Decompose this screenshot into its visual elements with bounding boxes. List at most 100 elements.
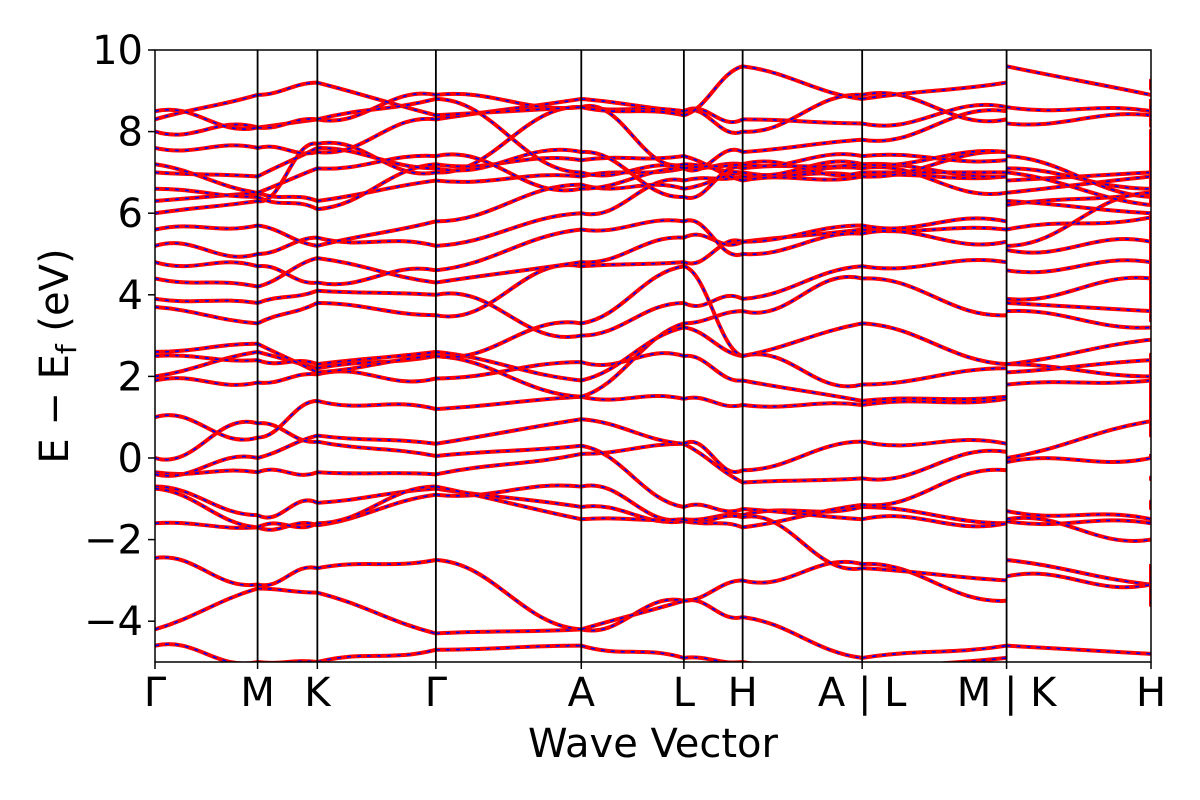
band-curve-dashed [155, 224, 258, 231]
band-curve [742, 660, 756, 662]
x-tick-label: Γ [144, 670, 167, 716]
band-curve-dashed [257, 147, 318, 178]
x-tick-label: A | L [818, 670, 907, 716]
band-curve-dashed [683, 295, 744, 307]
band-curve-dashed [435, 98, 582, 174]
band-curve-dashed [155, 144, 258, 152]
band-curve-dashed [317, 220, 437, 247]
band-curve-dashed [155, 556, 258, 586]
band-curve-dashed [155, 351, 258, 378]
x-tick-label: M | K [957, 670, 1058, 716]
band-curve-dashed [581, 322, 685, 398]
band-curve-dashed [862, 277, 1007, 317]
band-curve-dashed [683, 107, 744, 123]
band-curve-dashed [1006, 457, 1151, 463]
band-curve [435, 291, 582, 340]
band-curve [435, 349, 582, 383]
band-curve-dashed [581, 326, 685, 382]
band-curve-dashed [317, 147, 436, 170]
band-curve-dashed [683, 326, 743, 357]
band-curve-dashed [155, 521, 258, 529]
band-curve-dashed [155, 123, 258, 136]
band-curve [316, 647, 437, 662]
band-curve-dashed [155, 487, 258, 529]
band-curve [317, 162, 436, 212]
band-curve [742, 514, 863, 571]
band-curve-dashed [1006, 420, 1151, 459]
band-curve-dashed [683, 355, 743, 382]
band-curve [934, 655, 1007, 662]
band-curve [435, 484, 582, 522]
band-curve-dashed [862, 644, 1007, 659]
band-curve-dashed [581, 517, 684, 521]
band-curve-dashed [257, 143, 318, 202]
band-curve-dashed [581, 164, 685, 177]
band-curve-dashed [1006, 359, 1151, 374]
band-curve-dashed [861, 217, 1007, 230]
band-curve-dashed [155, 242, 258, 258]
band-curve [861, 467, 1007, 508]
band-curve-dashed [317, 591, 437, 635]
band-curve-dashed [683, 599, 743, 619]
band-curve-dashed [1006, 259, 1151, 274]
band-curve-dashed [257, 145, 318, 155]
band-curve-dashed [683, 265, 743, 357]
band-curve [861, 448, 1007, 482]
band-curve-dashed [435, 444, 582, 457]
x-tick-label: K [304, 670, 332, 716]
band-curve-dashed [581, 644, 685, 659]
band-curve [580, 264, 685, 326]
band-curve-dashed [155, 377, 258, 386]
band-curve-dashed [257, 302, 318, 325]
band-curve-dashed [683, 239, 743, 265]
band-curve-dashed [257, 422, 318, 443]
band-curve-dashed [861, 104, 1007, 127]
band-curve-dashed [257, 289, 318, 304]
band-curve-dashed [257, 359, 318, 365]
band-curve-dashed [257, 434, 318, 459]
band-curve [1006, 419, 1151, 460]
band-curve-dashed [435, 183, 582, 223]
band-curve-dashed [155, 414, 258, 441]
band-curve-dashed [435, 228, 582, 272]
band-curve-dashed [1006, 510, 1151, 520]
band-curve [742, 401, 863, 409]
band-curve [316, 439, 437, 458]
band-curve-dashed [742, 506, 863, 516]
band-curve-dashed [257, 167, 318, 194]
band-curve-dashed [683, 310, 743, 325]
band-curve-dashed [683, 503, 743, 513]
y-tick-label: 4 [118, 273, 143, 319]
band-curve-dashed [1006, 302, 1151, 312]
band-curve-dashed [155, 420, 258, 461]
band-curve-dashed [862, 563, 1007, 602]
band-curve-dashed [257, 224, 318, 247]
band-curve-dashed [257, 118, 318, 129]
band-curve-dashed [683, 163, 743, 174]
y-axis-title-unit: (eV) [32, 248, 78, 344]
band-curve-dashed [155, 109, 258, 130]
band-curve-dashed [581, 265, 684, 325]
band-curve-dashed [435, 261, 582, 284]
band-curve-dashed [257, 566, 318, 587]
band-curve-dashed [862, 396, 1007, 402]
x-tick-label: M [240, 670, 275, 716]
band-curve [683, 218, 744, 258]
band-curve-dashed [1006, 310, 1151, 329]
x-tick-label: Γ [425, 670, 448, 716]
band-curve-dashed [862, 398, 1007, 406]
band-curve-dashed [581, 219, 684, 232]
band-curve [742, 507, 863, 522]
y-tick-label: 0 [118, 436, 143, 482]
band-curve-dashed [742, 379, 863, 402]
band-curve-dashed [155, 469, 258, 475]
band-curve-dashed [1006, 238, 1151, 254]
band-curve-dashed [742, 232, 863, 255]
band-curve [861, 91, 1007, 124]
band-curve-dashed [742, 353, 863, 388]
band-curve-dashed [581, 598, 685, 632]
band-curve-dashed [257, 468, 318, 476]
band-curve-dashed [435, 628, 582, 635]
band-curve-dashed [581, 302, 684, 337]
